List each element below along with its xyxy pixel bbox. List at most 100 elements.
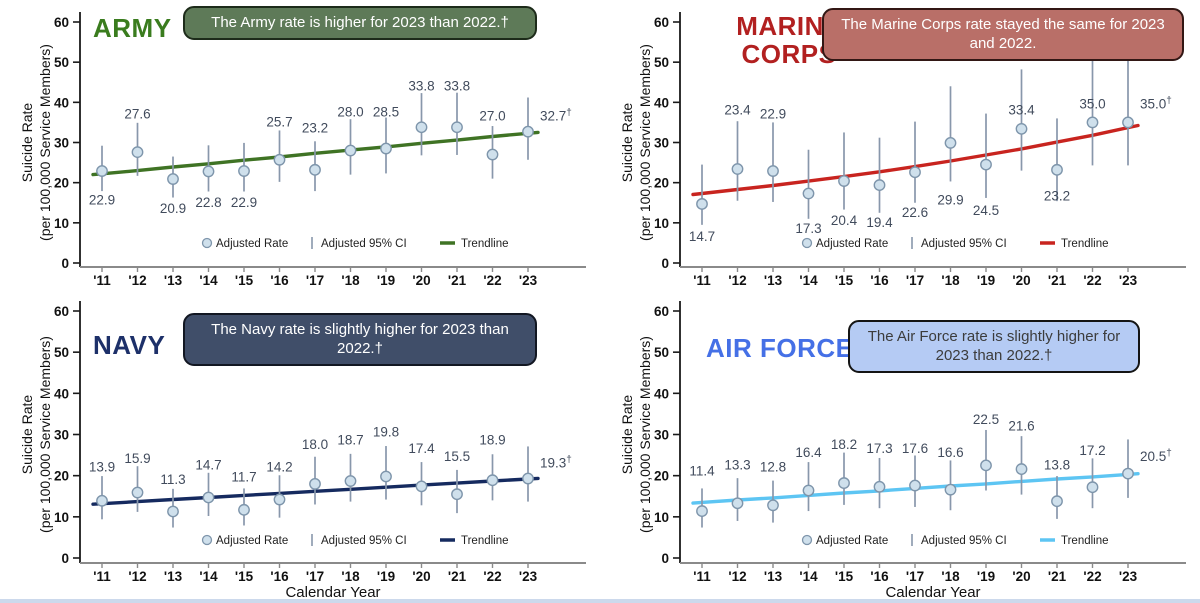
data-point bbox=[486, 148, 499, 161]
x-tick-label: '20 bbox=[412, 273, 430, 288]
data-point bbox=[309, 163, 321, 176]
data-point bbox=[451, 121, 463, 134]
y-tick-label: 50 bbox=[54, 55, 69, 70]
y-tick-label: 30 bbox=[54, 428, 69, 443]
y-tick-label: 10 bbox=[654, 510, 669, 525]
data-point-label: 27.6 bbox=[124, 106, 150, 121]
panel-title-marine-corps: MARINE CORPS bbox=[736, 11, 842, 70]
y-axis-title-line1: Suicide Rate bbox=[19, 103, 35, 183]
data-point bbox=[309, 477, 321, 490]
data-point-label: 22.9 bbox=[760, 106, 786, 121]
y-tick-label: 40 bbox=[654, 386, 669, 401]
x-tick-label: '17 bbox=[906, 569, 924, 584]
callout-army: The Army rate is higher for 2023 than 20… bbox=[183, 6, 537, 41]
x-tick-label: '14 bbox=[199, 273, 218, 288]
data-point-label: 15.9 bbox=[124, 451, 150, 466]
data-point-label: 20.5† bbox=[1140, 448, 1172, 464]
data-point-label: 33.8 bbox=[408, 78, 434, 93]
x-tick-label: '13 bbox=[764, 569, 783, 584]
x-tick-label: '23 bbox=[519, 569, 538, 584]
x-tick-label: '22 bbox=[1083, 273, 1101, 288]
data-point bbox=[131, 486, 144, 499]
data-point bbox=[238, 503, 250, 516]
data-point-label: 19.3† bbox=[540, 454, 572, 470]
x-tick-label: '19 bbox=[377, 273, 395, 288]
x-tick-label: '23 bbox=[519, 273, 538, 288]
x-tick-label: '13 bbox=[164, 569, 183, 584]
data-point bbox=[273, 493, 286, 506]
data-point bbox=[909, 479, 921, 492]
legend-adjusted-rate-icon bbox=[201, 237, 213, 249]
x-tick-label: '16 bbox=[270, 569, 289, 584]
legend-trendline-label: Trendline bbox=[1061, 535, 1109, 547]
x-tick-label: '12 bbox=[128, 569, 146, 584]
y-tick-label: 10 bbox=[54, 216, 69, 231]
y-tick-label: 10 bbox=[54, 510, 69, 525]
data-point bbox=[731, 497, 744, 510]
legend: Adjusted Rate Adjusted 95% CI Trendline bbox=[801, 534, 1109, 547]
x-tick-label: '18 bbox=[341, 273, 360, 288]
data-point bbox=[202, 491, 215, 504]
x-tick-label: '22 bbox=[1083, 569, 1101, 584]
y-tick-label: 0 bbox=[661, 551, 669, 566]
data-point-label: 11.4 bbox=[689, 464, 715, 479]
data-point-label: 23.2 bbox=[1044, 189, 1070, 204]
legend-ci-label: Adjusted 95% CI bbox=[921, 238, 1007, 250]
data-point-label: 28.0 bbox=[337, 104, 363, 119]
y-tick-label: 30 bbox=[654, 136, 669, 151]
data-point bbox=[167, 173, 179, 185]
data-point-label: 29.9 bbox=[937, 193, 963, 208]
data-point-label: 20.9 bbox=[160, 201, 186, 216]
data-point-label: 28.5 bbox=[373, 104, 399, 119]
y-tick-label: 60 bbox=[654, 15, 669, 30]
x-tick-label: '21 bbox=[448, 273, 467, 288]
legend-trendline-label: Trendline bbox=[461, 238, 509, 250]
x-tick-label: '20 bbox=[1012, 273, 1030, 288]
data-point bbox=[380, 142, 392, 155]
data-point-label: 17.4 bbox=[408, 441, 435, 456]
panel-navy: NAVY The Navy rate is slightly higher fo… bbox=[0, 301, 600, 603]
x-tick-label: '16 bbox=[870, 273, 889, 288]
callout-navy: The Navy rate is slightly higher for 202… bbox=[183, 313, 537, 367]
data-point bbox=[522, 125, 534, 138]
legend-adjusted-rate-icon bbox=[201, 534, 213, 546]
y-tick-label: 20 bbox=[654, 469, 669, 484]
data-point bbox=[1051, 163, 1063, 176]
callout-army-text: The Army rate is higher for 2023 than 20… bbox=[211, 14, 509, 31]
panel-marine-corps: MARINE CORPS The Marine Corps rate staye… bbox=[600, 0, 1200, 301]
data-point-label: 17.6 bbox=[902, 441, 928, 456]
data-point-label: 16.6 bbox=[937, 445, 963, 460]
x-tick-label: '15 bbox=[235, 569, 254, 584]
data-point-label: 18.0 bbox=[302, 437, 328, 452]
data-point bbox=[696, 198, 708, 210]
data-point bbox=[1015, 463, 1028, 475]
data-point-label: 22.9 bbox=[89, 193, 115, 208]
x-tick-label: '14 bbox=[199, 569, 218, 584]
x-tick-label: '11 bbox=[93, 273, 111, 288]
legend-adjusted-rate-icon bbox=[801, 237, 813, 249]
data-point-label: 22.5 bbox=[973, 412, 999, 427]
data-point bbox=[238, 165, 250, 177]
data-point bbox=[873, 480, 886, 493]
legend-adjusted-rate-label: Adjusted Rate bbox=[216, 238, 288, 250]
data-point-label: 14.2 bbox=[266, 459, 292, 474]
data-point-label: 27.0 bbox=[479, 108, 505, 123]
chart-air-force: 0 10 20 30 40 50 60 '11 '12 '13 '14 '15 '16 '17 '18 '19… bbox=[619, 301, 1186, 601]
x-tick-label: '12 bbox=[728, 273, 746, 288]
data-point bbox=[202, 165, 215, 178]
data-point bbox=[873, 179, 886, 191]
data-point-label: 23.4 bbox=[724, 102, 751, 117]
y-tick-label: 50 bbox=[54, 345, 69, 360]
data-point bbox=[944, 137, 957, 149]
x-tick-label: '16 bbox=[870, 569, 889, 584]
data-point-label: 20.4 bbox=[831, 213, 858, 228]
x-tick-label: '16 bbox=[270, 273, 289, 288]
data-point bbox=[838, 175, 850, 187]
legend-adjusted-rate-icon bbox=[801, 534, 813, 546]
x-tick-label: '17 bbox=[906, 273, 924, 288]
legend-ci-label: Adjusted 95% CI bbox=[321, 238, 407, 250]
data-point-label: 22.9 bbox=[231, 195, 257, 210]
y-tick-label: 10 bbox=[654, 216, 669, 231]
data-point-label: 13.3 bbox=[724, 457, 750, 472]
